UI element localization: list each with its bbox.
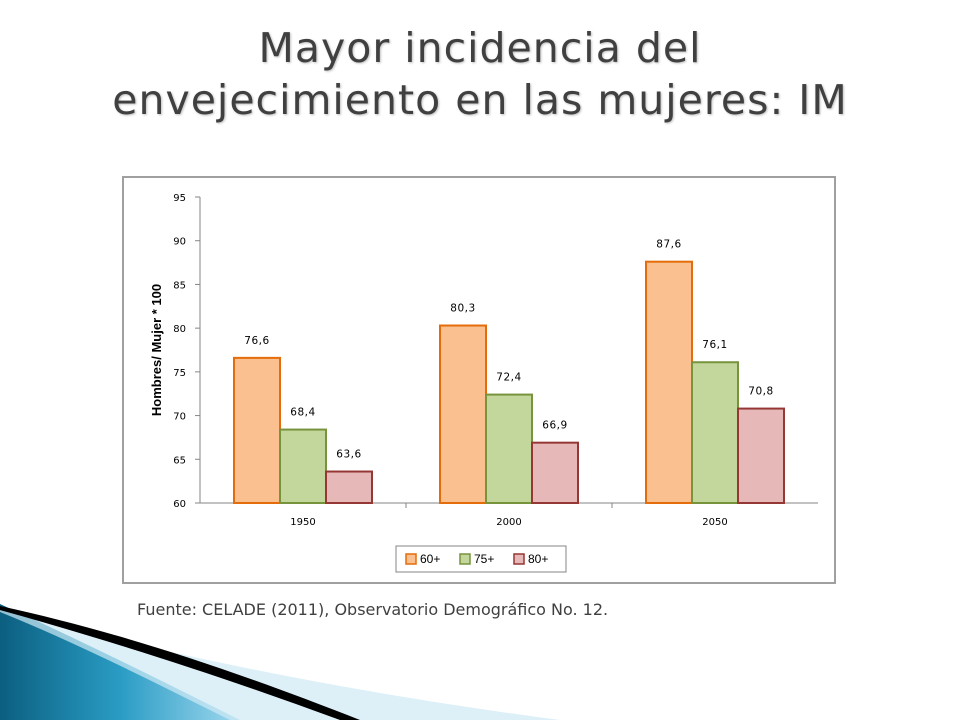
- wave-black: [0, 606, 360, 720]
- data-label: 87,6: [656, 239, 681, 251]
- title-line-1: Mayor incidencia del: [258, 24, 702, 72]
- legend-swatch: [459, 553, 471, 565]
- legend-label: 60+: [420, 552, 440, 566]
- legend-label: 80+: [528, 552, 548, 566]
- slide-title: Mayor incidencia del envejecimiento en l…: [40, 22, 920, 126]
- data-label: 76,1: [702, 339, 727, 351]
- data-label: 63,6: [336, 449, 361, 461]
- bar-chart: 60 65 70 75 80 85 90 95 Hombres/ Mujer * 100 1950…: [149, 193, 818, 573]
- y-axis-title: Hombres/ Mujer * 100: [149, 284, 164, 416]
- legend-box: [395, 545, 567, 573]
- bar-75plus-2000: [485, 393, 533, 505]
- legend-swatch: [513, 553, 525, 565]
- data-label: 70,8: [748, 386, 773, 398]
- bar-80plus-1950: [325, 470, 373, 505]
- y-tick-label: 75: [173, 368, 186, 379]
- legend-label: 75+: [474, 552, 494, 566]
- title-line-2: envejecimiento en las mujeres: IM: [112, 76, 848, 124]
- x-tick-label: 2050: [702, 517, 727, 528]
- y-tick-label: 65: [173, 455, 186, 466]
- legend-swatch: [405, 553, 417, 565]
- bar-75plus-2050: [691, 361, 739, 504]
- bar-80plus-2050: [737, 407, 785, 505]
- data-label: 76,6: [244, 335, 269, 347]
- x-tick-label: 1950: [290, 517, 315, 528]
- bar-80plus-2000: [531, 441, 579, 504]
- bar-60plus-2050: [645, 260, 693, 504]
- bar-60plus-1950: [233, 356, 281, 504]
- data-label: 66,9: [542, 420, 567, 432]
- data-label: 72,4: [496, 372, 521, 384]
- y-tick-label: 80: [173, 324, 186, 335]
- y-tick-label: 85: [173, 280, 186, 291]
- y-tick-label: 90: [173, 237, 186, 248]
- chart-frame: 60 65 70 75 80 85 90 95 Hombres/ Mujer * 100 1950…: [122, 176, 836, 584]
- data-label: 68,4: [290, 407, 315, 419]
- x-tick-label: 2000: [496, 517, 521, 528]
- bar-75plus-1950: [279, 428, 327, 504]
- source-note: Fuente: CELADE (2011), Observatorio Demo…: [137, 600, 609, 619]
- y-tick-label: 70: [173, 412, 186, 423]
- y-tick-label: 60: [173, 499, 186, 510]
- y-tick-label: 95: [173, 193, 186, 204]
- bar-60plus-2000: [439, 324, 487, 504]
- data-label: 80,3: [450, 303, 475, 315]
